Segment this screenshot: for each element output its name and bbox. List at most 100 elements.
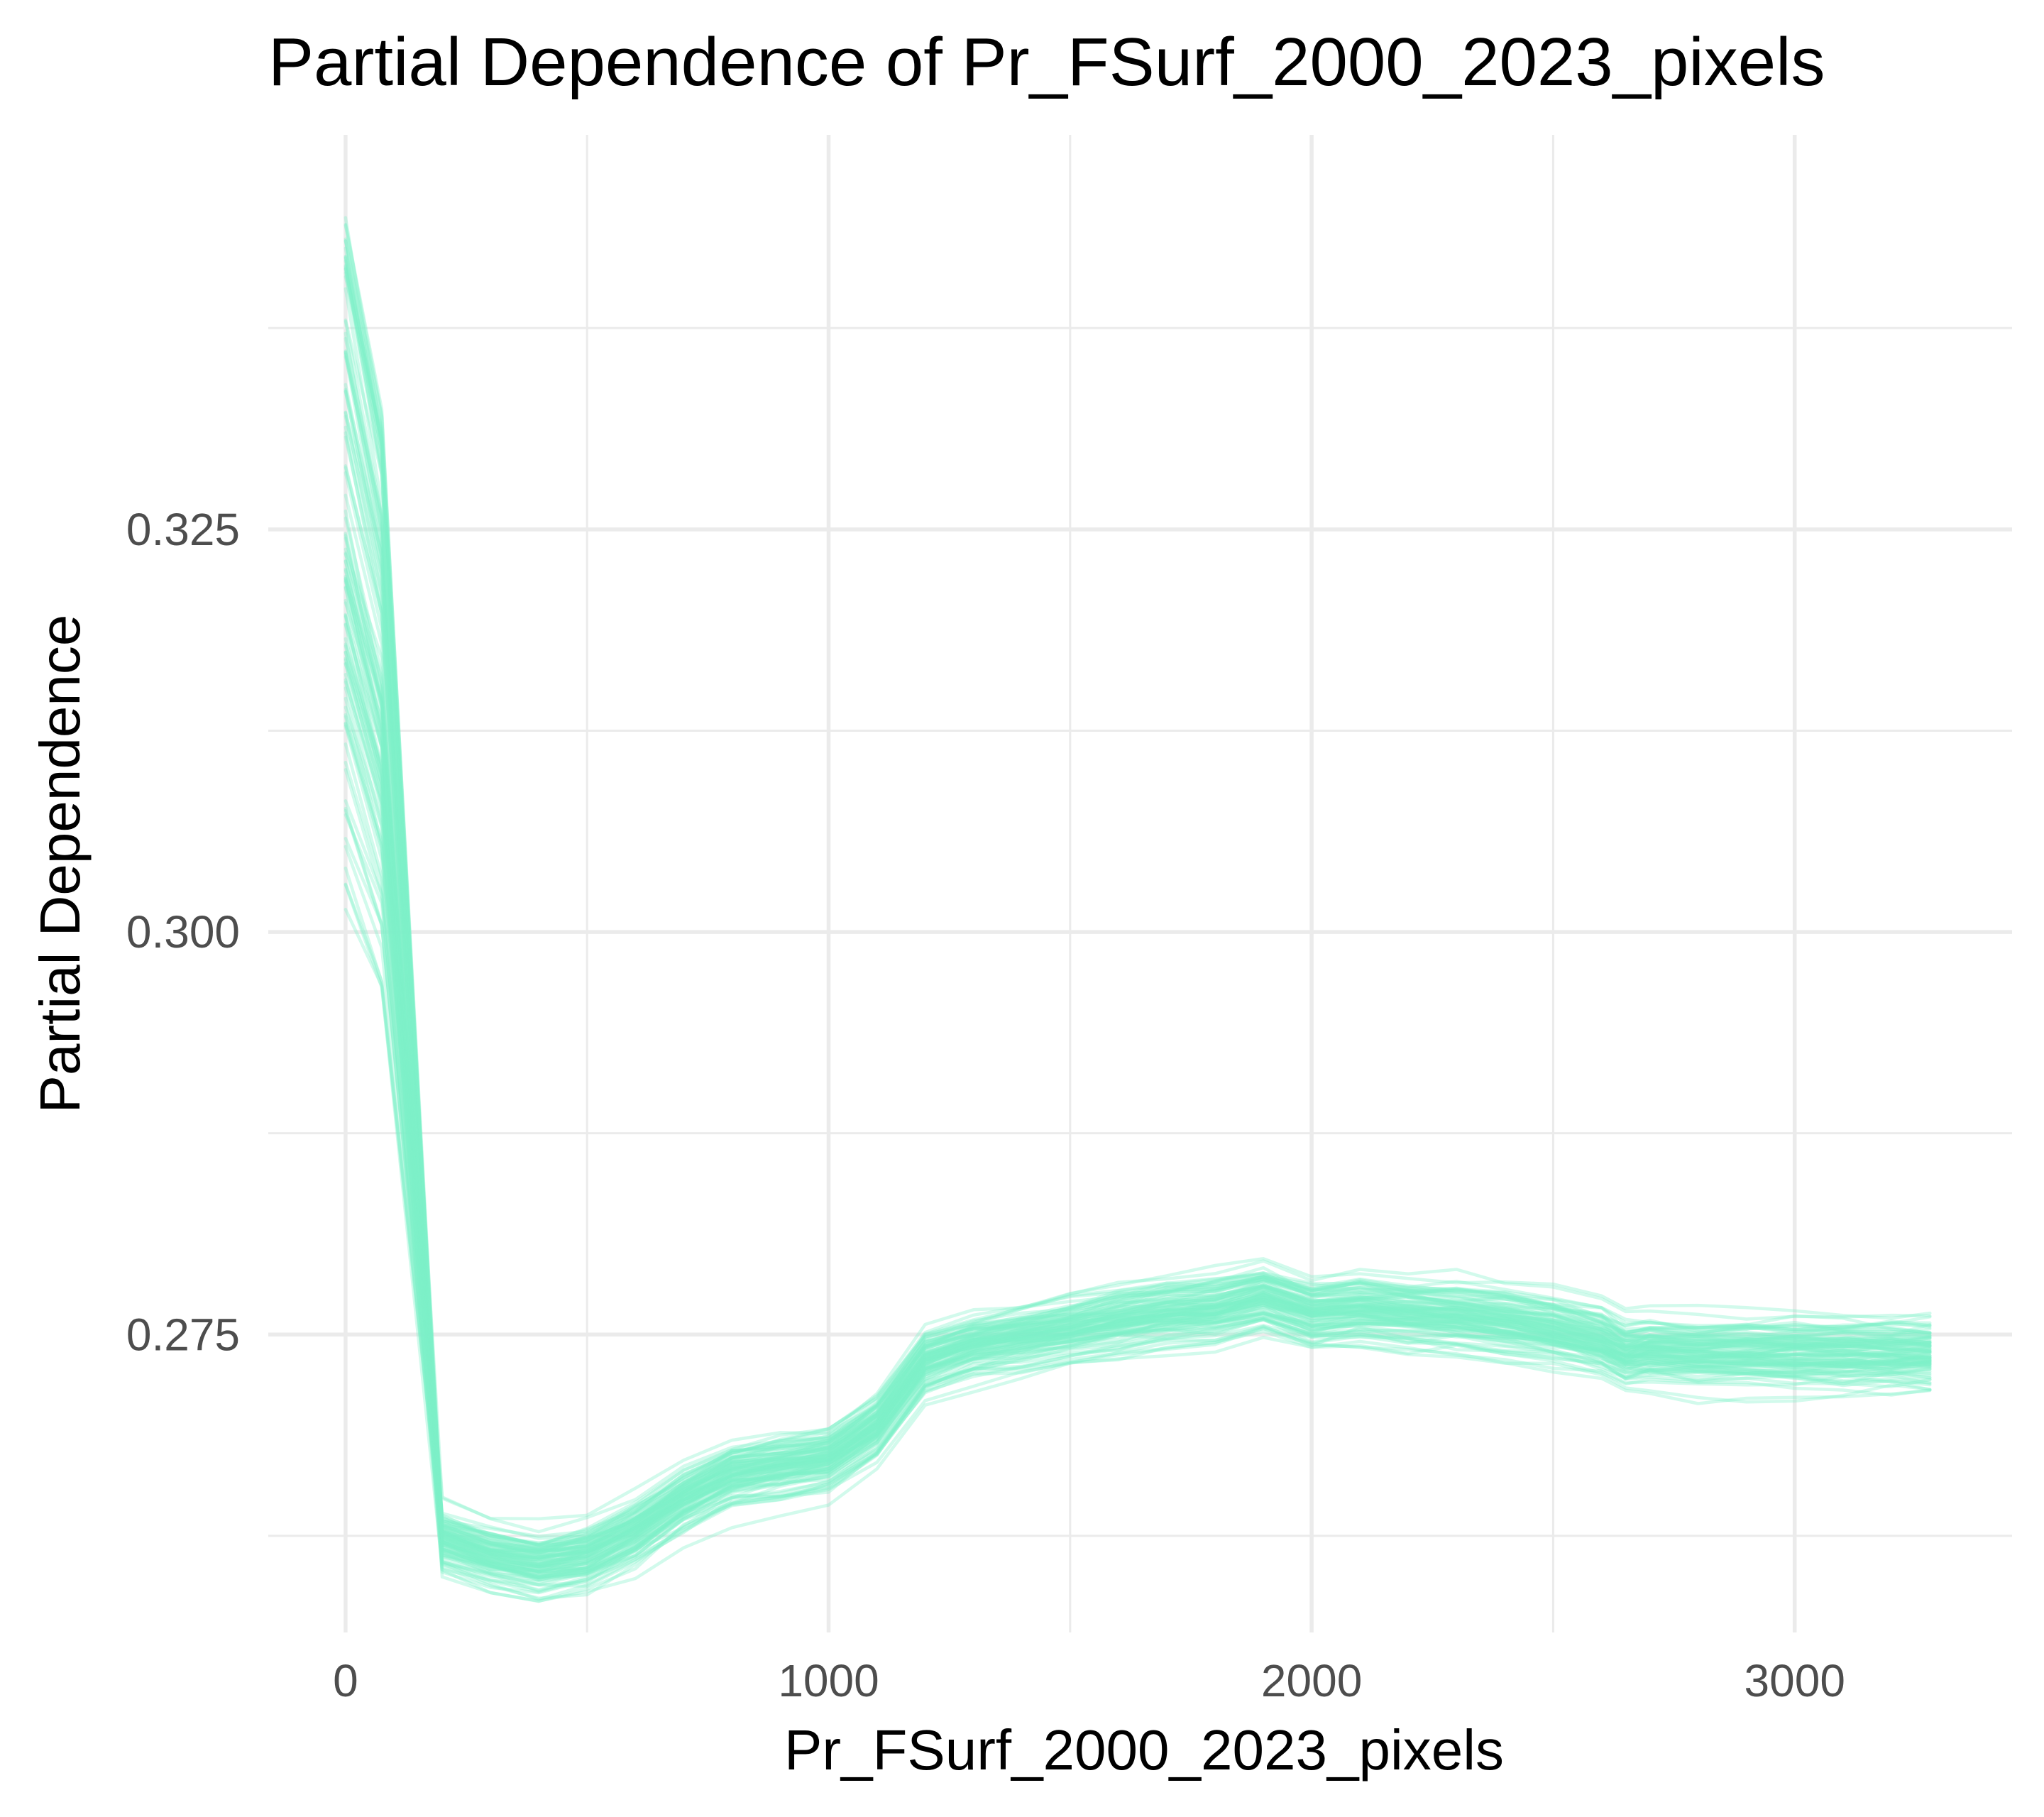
major-gridlines — [268, 135, 2012, 1632]
ice-curve-line — [344, 760, 1932, 1595]
ice-curve-line — [344, 662, 1932, 1573]
ice-curve-line — [344, 411, 1932, 1603]
ice-curve-line — [344, 547, 1932, 1562]
ice-curve-line — [344, 799, 1932, 1571]
ice-curve-line — [344, 715, 1932, 1561]
ice-curve-line — [344, 493, 1932, 1582]
ice-curve-line — [344, 578, 1932, 1557]
ice-curve-line — [344, 383, 1932, 1601]
ice-curve-line — [344, 806, 1932, 1554]
ice-curve-line — [344, 237, 1932, 1560]
ice-curve-line — [344, 471, 1932, 1547]
ice-curve-line — [344, 390, 1932, 1571]
ice-curve-line — [344, 254, 1932, 1574]
ice-curve-line — [344, 390, 1932, 1552]
ice-curve-line — [344, 580, 1932, 1557]
ice-curve-line — [344, 410, 1932, 1591]
ice-curve-line — [344, 256, 1932, 1574]
ice-curve-line — [344, 658, 1932, 1573]
x-axis-title: Pr_FSurf_2000_2023_pixels — [784, 1718, 1504, 1782]
ice-curve-line — [344, 224, 1932, 1554]
chart-title: Partial Dependence of Pr_FSurf_2000_2023… — [268, 24, 1825, 100]
ice-curve-line — [344, 706, 1932, 1603]
y-tick-label: 0.300 — [126, 906, 240, 957]
ice-curve-line — [344, 662, 1932, 1559]
ice-curve-line — [344, 586, 1932, 1571]
ice-curve-line — [344, 552, 1932, 1547]
ice-curve-line — [344, 216, 1932, 1569]
ice-curve-line — [344, 908, 1932, 1601]
ice-curve-line — [344, 585, 1932, 1569]
ice-curve-line — [344, 265, 1932, 1579]
ice-curve-line — [344, 866, 1932, 1575]
ice-curve-line — [344, 575, 1932, 1560]
ice-curve-line — [344, 246, 1932, 1580]
ice-curve-line — [344, 388, 1932, 1581]
ice-curve-line — [344, 678, 1932, 1579]
ice-curve-line — [344, 349, 1932, 1573]
ice-curve-line — [344, 713, 1932, 1586]
ice-curve-line — [344, 567, 1932, 1559]
ice-curve-line — [344, 808, 1932, 1553]
ice-curve-line — [344, 837, 1932, 1564]
ice-curve-line — [344, 601, 1932, 1557]
ice-curve-line — [344, 238, 1932, 1552]
ice-curve-line — [344, 287, 1932, 1534]
y-axis-title: Partial Dependence — [28, 615, 92, 1114]
ice-curve-line — [344, 615, 1932, 1521]
ice-curve-line — [344, 532, 1932, 1570]
ice-curve-line — [344, 256, 1932, 1566]
ice-curve-line — [344, 577, 1932, 1547]
ice-curve-line — [344, 559, 1932, 1538]
ice-curve-line — [344, 686, 1932, 1579]
ice-curve-line — [344, 263, 1932, 1547]
ice-curve-line — [344, 239, 1932, 1544]
ice-curve-line — [344, 336, 1932, 1582]
ice-curve-line — [344, 644, 1932, 1564]
x-tick-label: 1000 — [778, 1655, 879, 1706]
ice-curve-line — [344, 742, 1932, 1584]
ice-curve-line — [344, 722, 1932, 1560]
ice-curve-line — [344, 651, 1932, 1568]
ice-curve-line — [344, 569, 1932, 1556]
x-tick-label: 2000 — [1261, 1655, 1362, 1706]
ice-curve-line — [344, 350, 1932, 1579]
ice-curve-line — [344, 657, 1932, 1551]
ice-curve-line — [344, 696, 1932, 1545]
ice-curve-line — [344, 845, 1932, 1587]
y-axis-tick-labels: 0.275 0.300 0.325 — [126, 504, 240, 1360]
ice-curve-line — [344, 883, 1932, 1559]
ice-curve-line — [344, 259, 1932, 1579]
ice-curve-line — [344, 351, 1932, 1574]
ice-curve-line — [344, 267, 1932, 1560]
ice-curve-line — [344, 721, 1932, 1540]
ice-curve-line — [344, 637, 1932, 1548]
y-tick-label: 0.275 — [126, 1309, 240, 1360]
ice-curve-line — [344, 559, 1932, 1554]
ice-curve-line — [344, 275, 1932, 1569]
ice-curve-line — [344, 551, 1932, 1561]
ice-curve-line — [344, 642, 1932, 1547]
ice-curve-line — [344, 415, 1932, 1567]
ice-curve-line — [344, 537, 1932, 1566]
ice-curve-line — [344, 882, 1932, 1553]
ice-curve-line — [344, 622, 1932, 1554]
ice-curve-line — [344, 672, 1932, 1588]
ice-curve-line — [344, 724, 1932, 1554]
ice-curve-line — [344, 435, 1932, 1551]
ice-curve-line — [344, 598, 1932, 1568]
ice-curve-line — [344, 355, 1932, 1549]
ice-curve-line — [344, 516, 1932, 1576]
ice-curve-line — [344, 613, 1932, 1566]
x-tick-label: 0 — [333, 1655, 358, 1706]
minor-gridlines — [268, 135, 2012, 1632]
ice-curve-line — [344, 680, 1932, 1577]
ice-curve-line — [344, 466, 1932, 1574]
ice-curve-line — [344, 509, 1932, 1566]
ice-curve-line — [344, 613, 1932, 1551]
ice-curves — [344, 216, 1932, 1603]
ice-curve-line — [344, 576, 1932, 1577]
x-tick-label: 3000 — [1744, 1655, 1845, 1706]
ice-curve-line — [344, 623, 1932, 1579]
